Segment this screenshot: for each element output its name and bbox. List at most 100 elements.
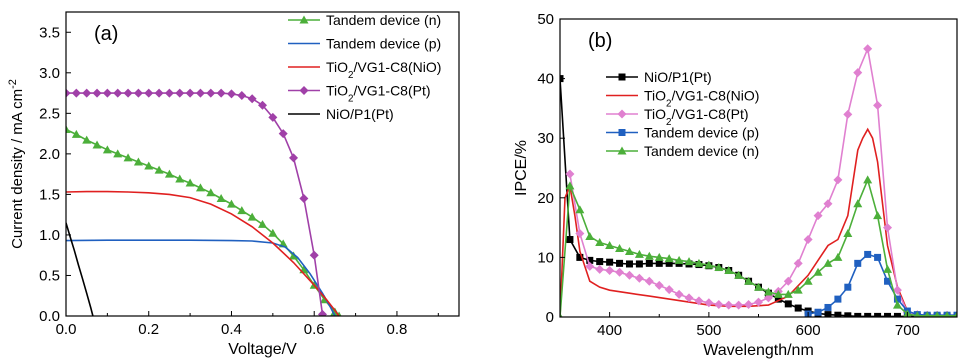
series-3-point [226, 89, 236, 99]
legend-label: NiO/P1(Pt) [644, 69, 712, 85]
series-4-point [744, 276, 754, 285]
series-3-point [834, 295, 842, 303]
y-tick-label: 2.5 [39, 105, 60, 122]
series-0-point [185, 178, 195, 187]
series-0-point [576, 253, 584, 261]
series-2-point [654, 280, 664, 290]
series-line-1 [66, 239, 336, 316]
series-4-point [694, 258, 704, 267]
series-4-point [943, 311, 951, 317]
series-0-point [92, 140, 102, 149]
y-tick-label: 10 [537, 249, 554, 266]
series-4-point [615, 243, 625, 252]
series-0-point [216, 193, 226, 202]
series-0-point [874, 312, 882, 317]
series-0-point [566, 236, 574, 244]
series-2-point [615, 267, 625, 277]
series-4-point [644, 251, 654, 260]
series-0-point [774, 295, 782, 303]
legend-marker [299, 15, 309, 24]
series-0-point [606, 258, 614, 266]
series-4-point [654, 252, 664, 261]
series-2-point [783, 276, 793, 286]
series-4-point [714, 263, 724, 272]
series-0-point [616, 259, 624, 267]
series-3-point [893, 295, 901, 303]
series-4-point [674, 255, 684, 264]
series-0-point [123, 153, 133, 162]
x-tick-label: 0.6 [304, 321, 325, 338]
series-3-point [289, 153, 299, 163]
series-4-point [754, 282, 763, 291]
series-0-point [655, 259, 663, 267]
x-tick-label: 0.8 [387, 321, 408, 338]
series-4-point [575, 205, 585, 214]
series-0-point [586, 256, 594, 264]
series-4-point [763, 287, 773, 296]
series-0-point [864, 312, 872, 317]
series-2-point [585, 261, 595, 271]
series-4-point [924, 311, 931, 317]
series-0-point [268, 228, 278, 237]
series-0-point [164, 169, 174, 178]
series-3-point [237, 90, 247, 100]
plot-area [66, 88, 342, 316]
series-3-point [258, 100, 267, 110]
series-line-2 [66, 190, 340, 316]
legend-label: TiO2/VG1-C8(Pt) [644, 106, 749, 128]
series-0-point [289, 251, 299, 260]
series-3-point [953, 311, 957, 317]
series-3-point [874, 253, 882, 261]
series-3-point [175, 88, 185, 98]
series-0-point [144, 161, 154, 170]
series-3-point [844, 283, 852, 291]
series-2-point [803, 235, 813, 245]
series-4-point [793, 285, 803, 294]
series-0-point [645, 259, 653, 267]
series-3-point [66, 88, 71, 98]
series-3-point [206, 88, 216, 98]
panel-label: (a) [94, 23, 118, 45]
series-0-point [82, 135, 92, 144]
x-axis-label: Voltage/V [228, 341, 297, 358]
series-0-point [665, 259, 673, 267]
y-tick-label: 3.0 [39, 65, 60, 82]
y-tick-label: 2.0 [39, 146, 60, 163]
series-3-point [884, 277, 892, 285]
series-4-point [624, 246, 634, 255]
series-2-point [843, 109, 853, 119]
series-2-point [763, 293, 773, 303]
series-3-point [854, 259, 862, 267]
y-tick-label: 0.5 [39, 267, 60, 284]
series-4-point [843, 229, 853, 238]
series-4-point [953, 311, 957, 317]
series-3-point [185, 88, 195, 98]
series-0-point [258, 219, 267, 228]
y-tick-label: 50 [537, 11, 554, 28]
series-0-point [175, 174, 185, 183]
series-3-point [317, 309, 327, 316]
series-0-point [154, 165, 164, 174]
series-3-point [814, 308, 822, 316]
series-2-point [793, 258, 803, 268]
series-0-point [206, 188, 216, 197]
series-4-point [853, 199, 863, 208]
series-2-point [674, 289, 684, 299]
series-2-point [634, 273, 644, 283]
series-4-point [595, 238, 605, 246]
y-tick-label: 1.0 [39, 227, 60, 244]
series-0-point [237, 206, 247, 215]
series-3-point [216, 88, 226, 98]
series-3-point [164, 88, 174, 98]
series-2-point [704, 298, 714, 308]
series-0-point [784, 300, 792, 308]
series-0-point [824, 311, 832, 317]
series-2-point [644, 276, 654, 286]
y-axis-label: Current density / mA cm-2 [7, 79, 26, 249]
series-2-point [833, 175, 843, 185]
legend-label: TiO2/VG1-C8(Pt) [326, 83, 431, 105]
series-4-point [823, 258, 833, 267]
legend-label: TiO2/VG1-C8(NiO) [644, 88, 759, 110]
series-4-point [664, 254, 674, 263]
series-2-point [565, 169, 575, 179]
